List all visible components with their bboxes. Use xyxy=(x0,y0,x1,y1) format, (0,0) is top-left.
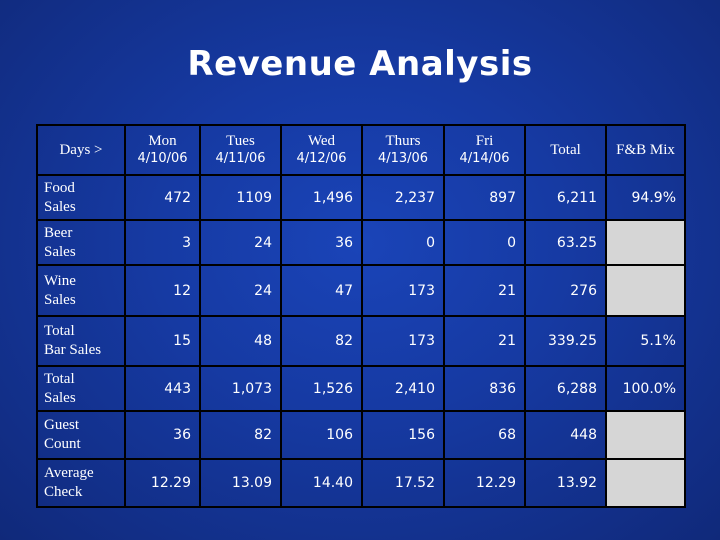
mix-cell-empty xyxy=(606,459,685,507)
column-header-tues: Tues 4/11/06 xyxy=(200,125,281,175)
value-cell: 17.52 xyxy=(362,459,444,507)
mix-cell-empty xyxy=(606,265,685,316)
value-cell: 82 xyxy=(281,316,362,366)
mix-cell: 94.9% xyxy=(606,175,685,220)
value-cell: 1109 xyxy=(200,175,281,220)
column-header-mon: Mon 4/10/06 xyxy=(125,125,200,175)
row-label-line2: Sales xyxy=(44,389,76,406)
value-cell: 1,073 xyxy=(200,366,281,411)
total-cell: 448 xyxy=(525,411,606,459)
value-cell: 3 xyxy=(125,220,200,265)
revenue-table: Days > Mon 4/10/06 Tues 4/11/06 Wed 4/12/06… xyxy=(36,124,686,508)
row-label-line1: Wine xyxy=(44,272,76,289)
mix-cell: 5.1% xyxy=(606,316,685,366)
row-label-line2: Sales xyxy=(44,198,76,215)
value-cell: 1,526 xyxy=(281,366,362,411)
row-label-line2: Sales xyxy=(44,243,76,260)
mix-cell-empty xyxy=(606,220,685,265)
column-header-fri: Fri 4/14/06 xyxy=(444,125,525,175)
column-header-wed: Wed 4/12/06 xyxy=(281,125,362,175)
row-label-line2: Bar Sales xyxy=(44,342,102,358)
row-label: Total Sales xyxy=(37,366,125,411)
row-label: Beer Sales xyxy=(37,220,125,265)
row-label-line1: Total xyxy=(44,323,75,339)
value-cell: 472 xyxy=(125,175,200,220)
day-name: Tues xyxy=(226,132,255,149)
value-cell: 15 xyxy=(125,316,200,366)
total-cell: 339.25 xyxy=(525,316,606,366)
value-cell: 2,410 xyxy=(362,366,444,411)
row-label-line1: Beer xyxy=(44,224,73,241)
total-cell: 6,288 xyxy=(525,366,606,411)
row-label-line1: Food xyxy=(44,179,75,196)
value-cell: 0 xyxy=(362,220,444,265)
value-cell: 173 xyxy=(362,265,444,316)
day-date: 4/10/06 xyxy=(137,150,188,166)
row-label-line1: Total xyxy=(44,370,75,387)
value-cell: 82 xyxy=(200,411,281,459)
row-label: Average Check xyxy=(37,459,125,507)
value-cell: 156 xyxy=(362,411,444,459)
table-row: Beer Sales 3 24 36 0 0 63.25 xyxy=(37,220,685,265)
value-cell: 13.09 xyxy=(200,459,281,507)
row-label-line2: Count xyxy=(44,436,81,452)
value-cell: 443 xyxy=(125,366,200,411)
column-header-total: Total xyxy=(525,125,606,175)
value-cell: 36 xyxy=(125,411,200,459)
table-row: Average Check 12.29 13.09 14.40 17.52 12.29 13.… xyxy=(37,459,685,507)
total-cell: 276 xyxy=(525,265,606,316)
value-cell: 47 xyxy=(281,265,362,316)
mix-cell: 100.0% xyxy=(606,366,685,411)
value-cell: 24 xyxy=(200,265,281,316)
table-row: Guest Count 36 82 106 156 68 448 xyxy=(37,411,685,459)
day-name: Thurs xyxy=(385,132,421,149)
value-cell: 173 xyxy=(362,316,444,366)
row-label-line2: Sales xyxy=(44,291,76,308)
value-cell: 21 xyxy=(444,316,525,366)
row-label: Wine Sales xyxy=(37,265,125,316)
day-date: 4/14/06 xyxy=(459,150,510,166)
value-cell: 1,496 xyxy=(281,175,362,220)
table-row: Wine Sales 12 24 47 173 21 276 xyxy=(37,265,685,316)
table-row: Food Sales 472 1109 1,496 2,237 897 6,211 94.9% xyxy=(37,175,685,220)
value-cell: 14.40 xyxy=(281,459,362,507)
days-header: Days > xyxy=(37,125,125,175)
value-cell: 836 xyxy=(444,366,525,411)
header-row: Days > Mon 4/10/06 Tues 4/11/06 Wed 4/12/06… xyxy=(37,125,685,175)
mix-cell-empty xyxy=(606,411,685,459)
day-name: Fri xyxy=(475,132,494,149)
value-cell: 2,237 xyxy=(362,175,444,220)
value-cell: 48 xyxy=(200,316,281,366)
value-cell: 106 xyxy=(281,411,362,459)
row-label-line2: Check xyxy=(44,484,83,500)
value-cell: 12 xyxy=(125,265,200,316)
day-date: 4/13/06 xyxy=(377,150,429,166)
total-cell: 6,211 xyxy=(525,175,606,220)
day-date: 4/11/06 xyxy=(215,150,266,166)
value-cell: 12.29 xyxy=(444,459,525,507)
row-label-line1: Average xyxy=(44,465,94,481)
day-date: 4/12/06 xyxy=(296,150,347,166)
value-cell: 21 xyxy=(444,265,525,316)
row-label-line1: Guest xyxy=(44,417,79,433)
value-cell: 897 xyxy=(444,175,525,220)
column-header-thurs: Thurs 4/13/06 xyxy=(362,125,444,175)
row-label: Food Sales xyxy=(37,175,125,220)
value-cell: 36 xyxy=(281,220,362,265)
row-label: Total Bar Sales xyxy=(37,316,125,366)
total-cell: 63.25 xyxy=(525,220,606,265)
value-cell: 12.29 xyxy=(125,459,200,507)
table-row: Total Bar Sales 15 48 82 173 21 339.25 5.1% xyxy=(37,316,685,366)
value-cell: 0 xyxy=(444,220,525,265)
value-cell: 24 xyxy=(200,220,281,265)
table-row: Total Sales 443 1,073 1,526 2,410 836 6,288 100.… xyxy=(37,366,685,411)
day-name: Mon xyxy=(148,132,177,149)
value-cell: 68 xyxy=(444,411,525,459)
total-cell: 13.92 xyxy=(525,459,606,507)
slide-title: Revenue Analysis xyxy=(187,44,533,84)
day-name: Wed xyxy=(307,132,336,149)
row-label: Guest Count xyxy=(37,411,125,459)
column-header-mix: F&B Mix xyxy=(606,125,685,175)
